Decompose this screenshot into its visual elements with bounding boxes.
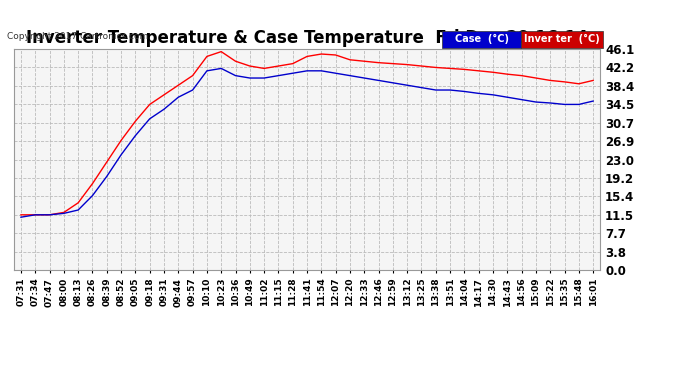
Title: Inverter Temperature & Case Temperature  Fri Dec 29 16:14: Inverter Temperature & Case Temperature …	[26, 29, 588, 47]
Text: Case  (°C): Case (°C)	[455, 34, 509, 45]
Text: Inver ter  (°C): Inver ter (°C)	[524, 34, 600, 45]
FancyBboxPatch shape	[442, 31, 521, 48]
Text: Copyright 2017 Cartronics.com: Copyright 2017 Cartronics.com	[7, 32, 148, 41]
FancyBboxPatch shape	[521, 31, 603, 48]
